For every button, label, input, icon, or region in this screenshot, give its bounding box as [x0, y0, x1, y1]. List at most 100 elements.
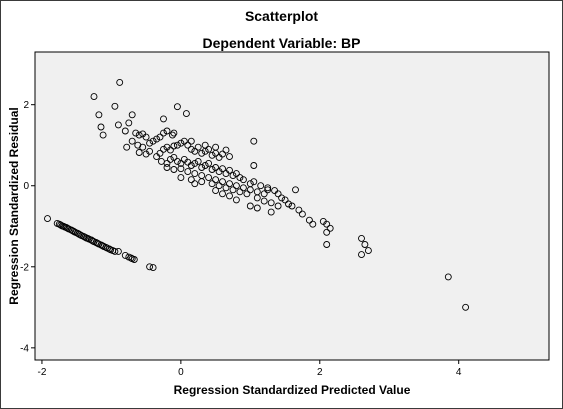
data-point [226, 192, 233, 200]
data-point [278, 194, 286, 202]
data-point [267, 199, 275, 207]
data-point [177, 174, 185, 182]
data-point [166, 146, 174, 154]
data-point [250, 178, 258, 186]
data-point [232, 196, 240, 204]
data-point [130, 256, 138, 263]
data-point [187, 162, 195, 169]
data-point [257, 182, 265, 190]
data-point [184, 168, 192, 176]
x-tick-label: 4 [456, 367, 462, 378]
data-point [127, 254, 135, 262]
data-point [111, 102, 119, 110]
data-point [160, 129, 167, 137]
data-point [95, 111, 103, 119]
data-point [198, 164, 206, 171]
data-point [146, 139, 154, 147]
y-tick-label: 0 [23, 181, 29, 192]
data-point [264, 184, 272, 192]
data-point [239, 176, 247, 184]
data-point [281, 196, 289, 204]
data-point [125, 119, 133, 127]
y-tick-label: -4 [20, 343, 29, 354]
x-tick-label: -2 [37, 367, 46, 378]
data-point [163, 127, 171, 135]
data-point [121, 127, 129, 135]
data-point [173, 141, 181, 149]
data-point [205, 159, 213, 167]
data-point [170, 153, 178, 161]
plot-area [34, 51, 550, 361]
data-point [295, 206, 303, 214]
data-point [246, 180, 254, 188]
data-point [208, 180, 216, 188]
data-point [146, 147, 154, 155]
data-point [358, 234, 365, 242]
data-point [250, 162, 258, 169]
data-point [191, 147, 199, 155]
data-point [191, 180, 199, 188]
data-point [250, 137, 258, 145]
data-point [205, 145, 213, 153]
data-point [111, 247, 119, 255]
data-point [208, 166, 216, 173]
data-point [444, 273, 452, 281]
data-point [260, 197, 268, 205]
data-point [123, 143, 131, 151]
data-point [274, 202, 282, 210]
data-point [323, 220, 331, 228]
axes: -2 0 2 4 -4 -2 0 2 [20, 100, 462, 378]
data-point [305, 216, 313, 224]
data-point [180, 137, 188, 145]
data-point [187, 176, 195, 184]
y-tick-label: 2 [23, 100, 29, 111]
data-point [114, 121, 122, 129]
data-point [298, 210, 306, 218]
data-point [267, 208, 275, 216]
data-point [187, 137, 195, 145]
data-point [177, 139, 185, 147]
data-point [160, 115, 167, 123]
data-point [194, 157, 202, 165]
data-point [226, 180, 233, 188]
data-point [170, 166, 178, 173]
data-point [288, 202, 296, 210]
data-point [201, 162, 209, 169]
data-point [187, 145, 195, 153]
data-point [232, 170, 240, 178]
data-point [253, 204, 261, 212]
data-point [222, 146, 230, 154]
data-point [156, 149, 164, 157]
data-point [358, 251, 365, 259]
data-point [182, 110, 190, 118]
data-point [135, 149, 143, 156]
data-point [205, 174, 213, 182]
data-point [219, 190, 226, 198]
data-point [97, 123, 105, 131]
data-point [105, 245, 113, 253]
data-point [163, 159, 171, 167]
data-point [361, 241, 369, 248]
points-layer [44, 78, 470, 311]
y-axis-title: Regression Standardized Residual [7, 107, 21, 304]
y-tick-label: -2 [20, 262, 29, 273]
data-point [229, 172, 237, 180]
data-point [253, 194, 261, 202]
data-point [236, 188, 244, 196]
x-axis-title: Regression Standardized Predicted Value [174, 383, 411, 397]
chart-subtitle: Dependent Variable: BP [202, 35, 361, 51]
data-point [177, 165, 185, 173]
data-point [243, 190, 251, 198]
data-point [462, 303, 470, 311]
data-point [274, 190, 282, 198]
data-point [170, 142, 178, 150]
data-point [173, 157, 181, 165]
data-point [260, 190, 268, 198]
data-point [219, 150, 226, 158]
data-point [212, 143, 220, 151]
data-point [198, 149, 206, 157]
data-point [236, 174, 244, 182]
data-point [139, 143, 147, 151]
data-point [173, 103, 181, 111]
